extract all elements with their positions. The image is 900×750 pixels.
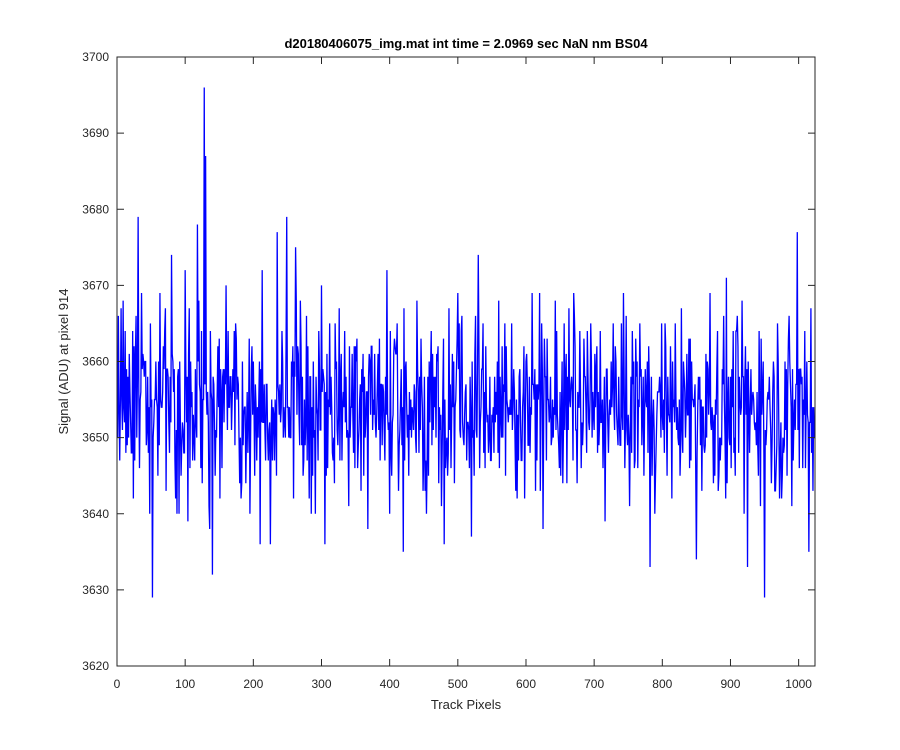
x-tick-label: 1000 <box>785 677 812 691</box>
label-layer: 0 100 200 300 400 500 600 700 800 900 1000 3620 3630… <box>82 50 812 691</box>
y-tick-label: 3680 <box>82 202 109 216</box>
chart-title: d20180406075_img.mat int time = 2.0969 s… <box>284 36 648 51</box>
y-axis-title: Signal (ADU) at pixel 914 <box>56 289 71 435</box>
x-tick-label: 500 <box>448 677 468 691</box>
x-axis-title: Track Pixels <box>431 697 502 712</box>
x-tick-label: 400 <box>380 677 400 691</box>
x-tick-label: 700 <box>584 677 604 691</box>
y-tick-label: 3670 <box>82 278 109 292</box>
axes-box <box>116 56 816 667</box>
x-tick-label: 0 <box>114 677 121 691</box>
y-tick-label: 3660 <box>82 355 109 369</box>
y-tick-label: 3700 <box>82 50 109 64</box>
x-tick-label: 800 <box>652 677 672 691</box>
x-tick-label: 900 <box>720 677 740 691</box>
y-tick-label: 3640 <box>82 507 109 521</box>
x-tick-label: 100 <box>175 677 195 691</box>
series-line <box>117 87 815 598</box>
y-tick-label: 3690 <box>82 126 109 140</box>
y-tick-label: 3630 <box>82 583 109 597</box>
y-tick-label: 3620 <box>82 659 109 673</box>
x-tick-label: 200 <box>243 677 263 691</box>
y-tick-label: 3650 <box>82 431 109 445</box>
x-tick-label: 300 <box>311 677 331 691</box>
x-tick-label: 600 <box>516 677 536 691</box>
series-layer <box>117 87 815 598</box>
